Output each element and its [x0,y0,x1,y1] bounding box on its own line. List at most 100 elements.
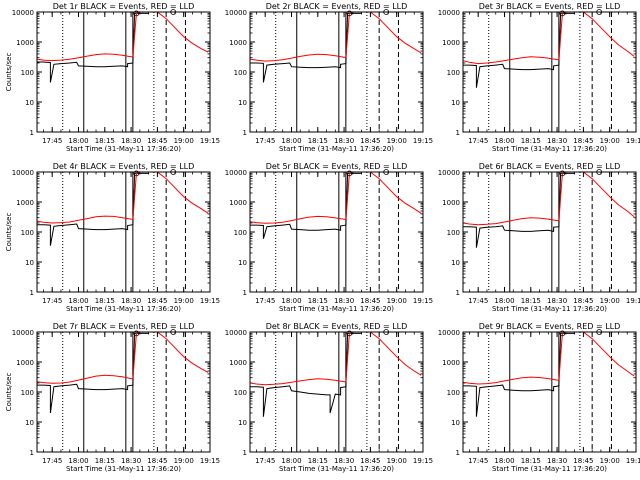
y-tick-label: 1 [456,289,460,297]
peak-marker [346,170,353,177]
plot-frame [249,171,424,293]
x-tick-label: 18:00 [281,457,301,465]
y-tick-label: 10 [451,99,460,107]
x-tick-label: 19:00 [174,457,194,465]
y-tick-label: 1 [243,289,247,297]
x-tick-label: 18:15 [521,137,541,145]
peak-marker [133,170,140,177]
y-tick-label: 100 [21,229,34,237]
y-tick-label: 100 [447,69,460,77]
y-tick-label: 1 [30,289,34,297]
y-tick-label: 1000 [229,39,247,47]
x-tick-label: 19:15 [200,137,220,145]
x-tick-label: 17:45 [468,297,488,305]
y-tick-label: 10000 [225,9,247,17]
series-line-lld [37,172,209,224]
y-tick-label: 1 [243,129,247,137]
chart-panel: Det 5r BLACK = Events, RED = LLD 1 10 100 10… [225,162,433,313]
series-line-events [463,172,575,248]
x-tick-label: 18:00 [68,137,88,145]
y-tick-label: 10000 [12,329,34,337]
x-tick-label: 18:45 [573,137,593,145]
x-axis-label: Start Time (31-May-11 17:36:20) [66,145,181,153]
x-axis-label: Start Time (31-May-11 17:36:20) [66,465,181,473]
peak-marker [346,330,353,337]
y-tick-label: 1 [456,449,460,457]
x-tick-label: 19:00 [600,297,620,305]
chart-panel: Det 9r BLACK = Events, RED = LLD 1 10 100 10… [438,322,640,473]
x-tick-label: 18:00 [68,457,88,465]
y-tick-label: 10000 [12,169,34,177]
series-line-lld [463,332,635,385]
plot-frame [249,331,424,453]
x-tick-label: 19:15 [626,297,640,305]
y-tick-label: 10 [25,419,34,427]
y-tick-label: 10000 [225,169,247,177]
plot-frame [249,11,424,133]
chart-panel: Det 2r BLACK = Events, RED = LLD 1 10 100 10… [225,2,433,153]
series-line-events [37,332,149,414]
x-tick-label: 18:45 [147,457,167,465]
x-tick-label: 17:45 [255,457,275,465]
plot-frame [462,171,637,293]
y-tick-label: 10000 [438,329,460,337]
x-tick-label: 19:00 [174,137,194,145]
x-tick-label: 19:00 [600,137,620,145]
series-line-lld [463,172,635,226]
y-tick-label: 1000 [16,199,34,207]
chart-panel: Det 8r BLACK = Events, RED = LLD 1 10 100 10… [225,322,433,473]
chart-title: Det 5r BLACK = Events, RED = LLD [266,162,408,171]
series-line-events [250,12,362,83]
x-tick-label: 18:45 [573,457,593,465]
x-tick-label: 18:00 [494,457,514,465]
x-tick-label: 18:00 [494,297,514,305]
peak-marker [133,10,140,17]
x-tick-label: 18:15 [95,137,115,145]
x-tick-label: 18:15 [308,137,328,145]
y-tick-label: 100 [447,389,460,397]
chart-title: Det 1r BLACK = Events, RED = LLD [53,2,195,11]
series-line-events [463,332,575,417]
x-axis-label: Start Time (31-May-11 17:36:20) [279,145,394,153]
peak-marker [346,10,353,17]
y-tick-label: 1000 [229,359,247,367]
series-line-events [250,172,362,239]
x-tick-label: 18:30 [334,137,354,145]
x-tick-label: 18:15 [521,457,541,465]
y-tick-label: 100 [21,389,34,397]
x-tick-label: 18:30 [547,137,567,145]
y-tick-label: 1000 [16,39,34,47]
chart-title: Det 9r BLACK = Events, RED = LLD [479,322,621,331]
series-line-events [463,12,575,88]
chart-title: Det 4r BLACK = Events, RED = LLD [53,162,195,171]
x-tick-label: 18:15 [95,297,115,305]
y-tick-label: 100 [21,69,34,77]
x-axis-label: Start Time (31-May-11 17:36:20) [66,305,181,313]
y-tick-label: 10000 [12,9,34,17]
x-tick-label: 18:45 [360,457,380,465]
y-axis-label: Counts/sec [5,373,13,412]
y-tick-label: 1000 [442,39,460,47]
x-axis-label: Start Time (31-May-11 17:36:20) [492,465,607,473]
y-tick-label: 1 [456,129,460,137]
x-tick-label: 18:45 [360,137,380,145]
x-tick-label: 17:45 [42,457,62,465]
x-tick-label: 19:15 [626,137,640,145]
peak-marker [559,10,566,17]
y-tick-label: 100 [234,389,247,397]
peak-marker [559,330,566,337]
plot-frame [36,171,211,293]
chart-title: Det 2r BLACK = Events, RED = LLD [266,2,408,11]
y-tick-label: 10000 [438,9,460,17]
y-tick-label: 10 [451,259,460,267]
x-axis-label: Start Time (31-May-11 17:36:20) [279,305,394,313]
x-tick-label: 18:00 [494,137,514,145]
x-tick-label: 18:30 [334,297,354,305]
y-tick-label: 1000 [16,359,34,367]
series-line-lld [250,332,422,386]
x-tick-label: 19:15 [200,297,220,305]
y-tick-label: 100 [447,229,460,237]
chart-panel: Det 4r BLACK = Events, RED = LLD 1 10 100 10… [5,162,220,313]
chart-panel: Det 7r BLACK = Events, RED = LLD 1 10 100 10… [5,322,220,473]
